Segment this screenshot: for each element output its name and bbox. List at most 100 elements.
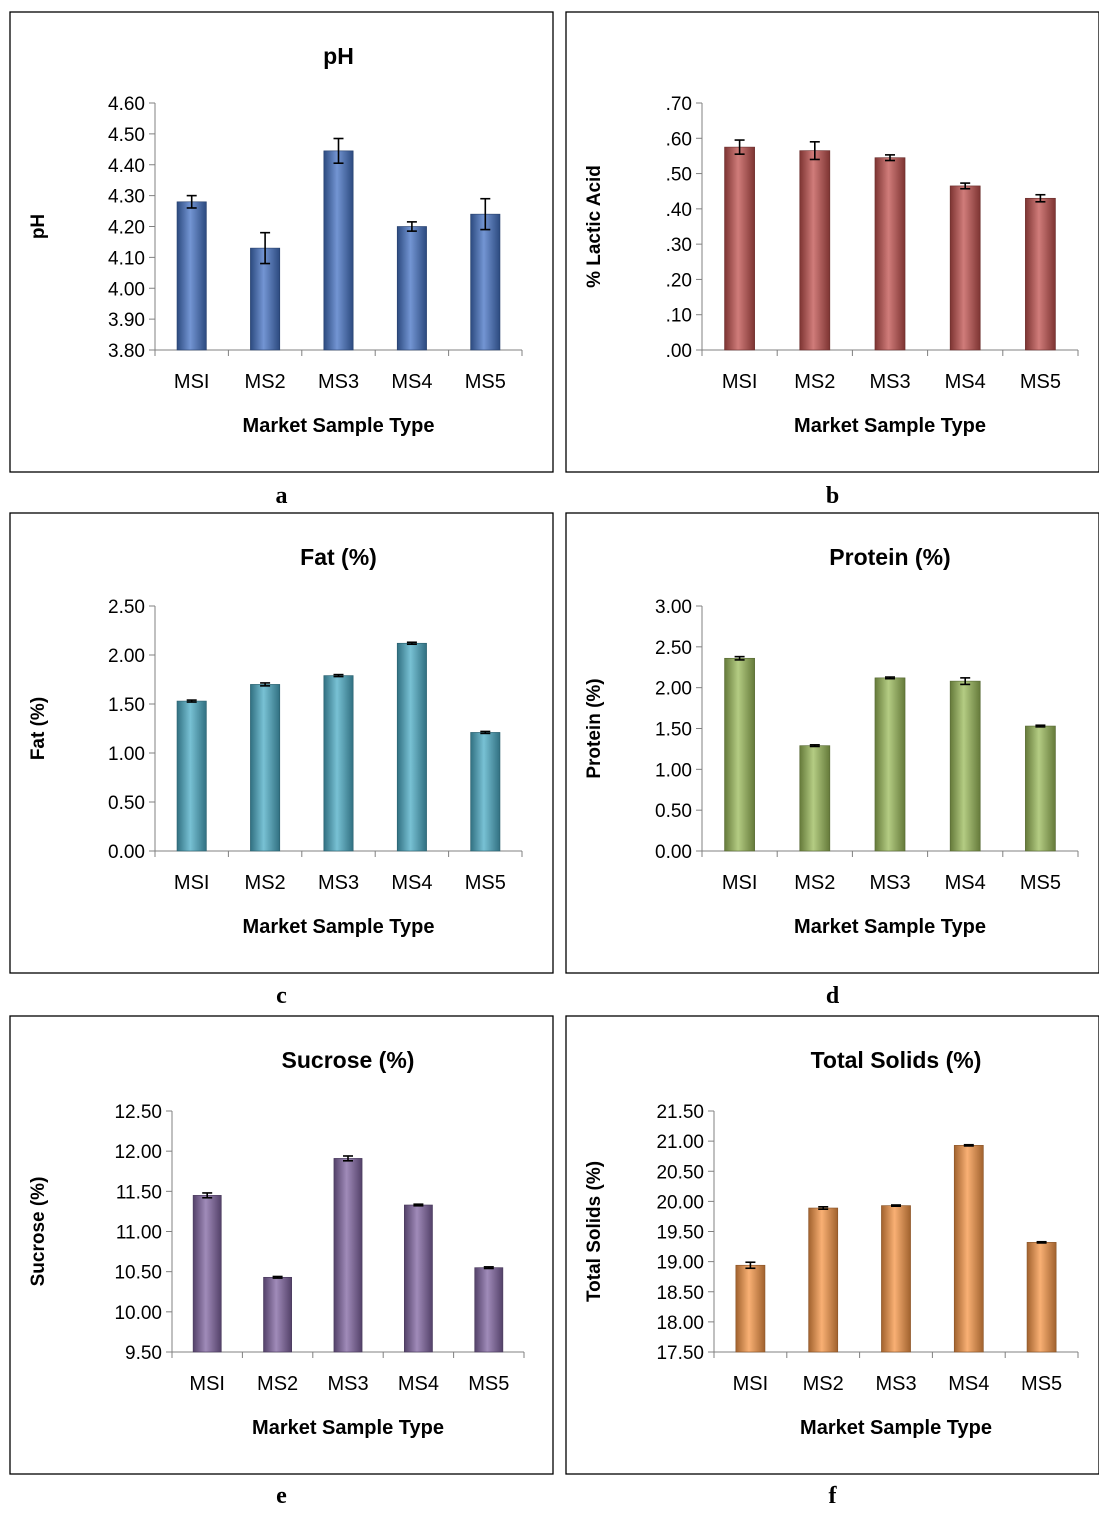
error-bar	[480, 197, 491, 231]
y-tick-label: 1.00	[108, 744, 145, 765]
panel-letter: d	[826, 983, 840, 1009]
error-bar	[260, 682, 271, 687]
panel-letter: e	[276, 1483, 287, 1509]
y-tick-label: 21.00	[656, 1132, 704, 1153]
x-tick-label: MS5	[1020, 872, 1061, 894]
bar-ms2	[250, 684, 281, 852]
chart-panel-e: Sucrose (%) 9.50 10.00 10.50 11.00 11.50 12.00…	[9, 1015, 554, 1509]
x-tick-label: MS2	[245, 872, 286, 894]
error-bar	[343, 1155, 353, 1162]
error-bar	[891, 1204, 901, 1207]
y-tick-label: 1.50	[655, 720, 692, 741]
x-tick-label: MS5	[1021, 1373, 1062, 1395]
x-axis-label: Market Sample Type	[794, 916, 986, 938]
panel-letter: a	[276, 483, 288, 509]
x-tick-label: MS2	[794, 371, 835, 393]
x-tick-label: MS3	[318, 371, 359, 393]
y-tick-label: 4.30	[108, 187, 145, 208]
error-bar	[480, 730, 491, 735]
bar-ms2	[799, 745, 831, 852]
x-tick-label: MS2	[245, 371, 286, 393]
y-tick-label: 2.50	[655, 638, 692, 659]
chart-title: Protein (%)	[829, 544, 950, 570]
y-axis-label: Total Solids (%)	[584, 1161, 605, 1302]
x-tick-label: MS5	[465, 872, 506, 894]
y-tick-label: .50	[666, 165, 692, 186]
bar-ms4	[404, 1204, 433, 1353]
error-bar	[202, 1192, 213, 1199]
y-tick-label: 0.00	[655, 842, 692, 863]
x-tick-label: MSI	[174, 872, 210, 894]
bar-ms5	[470, 732, 501, 852]
x-tick-label: MSI	[722, 371, 758, 393]
x-tick-label: MS3	[869, 371, 910, 393]
bar-ms4	[949, 680, 981, 852]
x-tick-label: MS3	[875, 1373, 916, 1395]
x-tick-label: MS4	[391, 872, 432, 894]
y-tick-label: 1.00	[655, 760, 692, 781]
chart-panel-c: Fat (%) 0.00 0.50 1.00 1.50 2.00 2.50 Fat (%) MS…	[9, 512, 554, 1009]
bar-ms5	[470, 213, 501, 351]
bar-ms5	[1025, 197, 1056, 351]
x-tick-label: MS2	[257, 1373, 298, 1395]
y-tick-label: 3.80	[108, 341, 145, 362]
error-bar	[960, 182, 971, 190]
bar-ms3	[881, 1205, 911, 1353]
error-bar	[809, 141, 820, 161]
panel-letter: f	[829, 1483, 838, 1509]
bar-ms3	[333, 1158, 363, 1353]
y-tick-label: .40	[666, 200, 692, 221]
panel-letter: c	[276, 983, 287, 1009]
bar-msi	[735, 1264, 766, 1353]
y-axis-label: Sucrose (%)	[28, 1177, 49, 1287]
x-axis-label: Market Sample Type	[252, 1417, 444, 1439]
chart-frame	[565, 11, 1099, 473]
x-axis-label: Market Sample Type	[243, 415, 435, 437]
y-tick-label: 2.50	[108, 597, 145, 618]
x-tick-label: MS3	[869, 872, 910, 894]
bar-ms2	[808, 1207, 839, 1353]
y-tick-label: 20.50	[656, 1162, 704, 1183]
y-tick-label: .70	[666, 94, 692, 115]
y-tick-label: 20.00	[656, 1192, 704, 1213]
bar-msi	[176, 201, 207, 351]
bar-ms4	[396, 642, 427, 852]
bar-msi	[192, 1195, 222, 1353]
error-bar	[186, 194, 197, 209]
y-tick-label: 19.50	[656, 1223, 704, 1244]
y-tick-label: 4.10	[108, 248, 145, 269]
error-bar	[186, 699, 197, 703]
y-tick-label: 4.00	[108, 279, 145, 300]
y-tick-label: 12.50	[114, 1102, 162, 1123]
y-axis-label: Protein (%)	[584, 678, 605, 778]
y-tick-label: 4.60	[108, 94, 145, 115]
x-tick-label: MSI	[189, 1373, 225, 1395]
y-tick-label: 2.00	[108, 646, 145, 667]
chart-panel-d: Protein (%) 0.00 0.50 1.00 1.50 2.00 2.50 3.00 P…	[565, 512, 1099, 1009]
y-tick-label: 2.00	[655, 679, 692, 700]
y-tick-label: 11.50	[116, 1182, 162, 1203]
x-tick-label: MS4	[398, 1373, 439, 1395]
bar-msi	[176, 700, 207, 852]
bar-ms3	[874, 677, 906, 852]
y-axis-label: Fat (%)	[28, 697, 49, 760]
bar-ms3	[323, 150, 354, 351]
error-bar	[483, 1266, 494, 1270]
error-bar	[272, 1275, 283, 1279]
y-tick-label: .60	[666, 129, 692, 150]
error-bar	[1035, 193, 1046, 203]
error-bar	[333, 137, 344, 165]
chart-frame	[9, 11, 554, 473]
bar-ms2	[263, 1276, 292, 1353]
y-tick-label: 21.50	[656, 1102, 704, 1123]
error-bar	[734, 655, 745, 661]
x-tick-label: MS2	[794, 872, 835, 894]
chart-title: Sucrose (%)	[282, 1047, 415, 1073]
x-tick-label: MS4	[391, 371, 432, 393]
bar-ms2	[799, 150, 831, 351]
chart-title: Total Solids (%)	[811, 1047, 982, 1073]
x-tick-label: MS4	[945, 872, 986, 894]
y-tick-label: .00	[666, 341, 692, 362]
y-tick-label: 12.00	[114, 1142, 162, 1163]
y-tick-label: 1.50	[108, 695, 145, 716]
